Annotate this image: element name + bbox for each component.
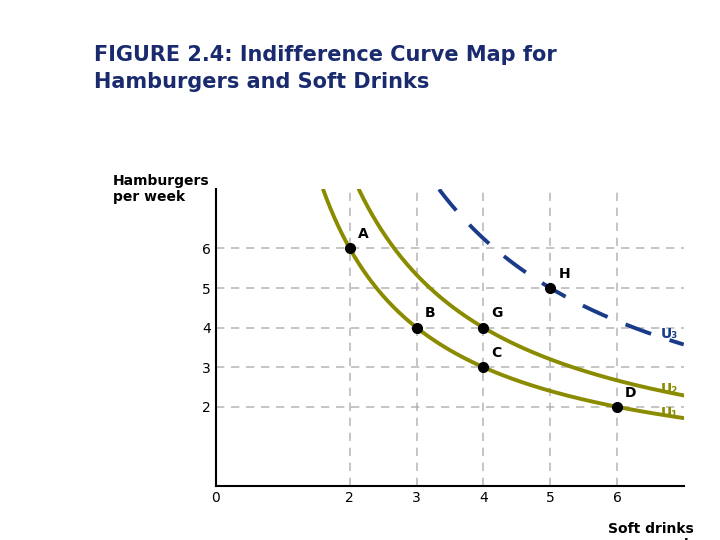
Text: Soft drinks
per week: Soft drinks per week [608, 522, 693, 540]
Text: 27: 27 [19, 508, 50, 529]
Text: FIGURE 2.4: Indifference Curve Map for
Hamburgers and Soft Drinks: FIGURE 2.4: Indifference Curve Map for H… [94, 45, 557, 92]
Text: Hamburgers
per week: Hamburgers per week [113, 174, 210, 204]
Text: H: H [558, 267, 570, 281]
Text: A: A [358, 227, 369, 241]
Text: D: D [625, 386, 636, 400]
Text: U₃: U₃ [660, 327, 678, 341]
Text: B: B [425, 307, 435, 320]
Text: G: G [492, 307, 503, 320]
Text: U₁: U₁ [660, 406, 678, 420]
Text: C: C [492, 346, 502, 360]
Text: U₂: U₂ [660, 382, 678, 395]
